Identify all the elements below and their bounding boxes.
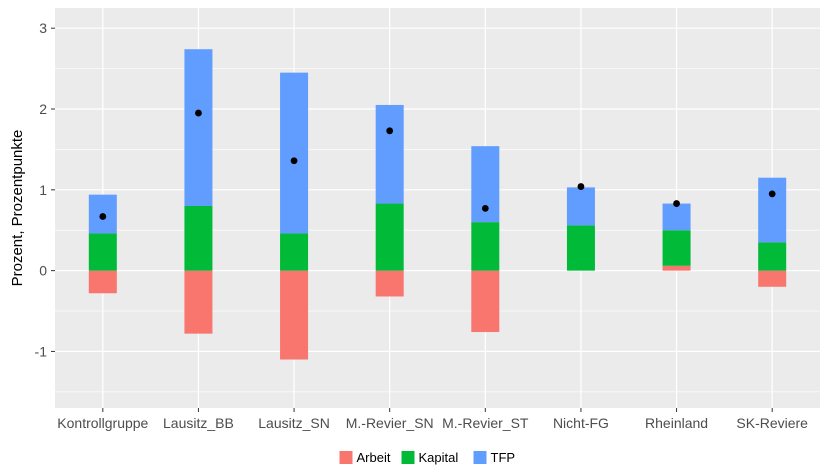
bar-segment-tfp <box>758 177 787 243</box>
bar-segment-kapital <box>662 230 691 266</box>
x-tick-label: M.-Revier_SN <box>346 415 434 431</box>
legend-label-arbeit: Arbeit <box>357 450 391 465</box>
x-tick-label: Kontrollgruppe <box>57 415 148 431</box>
total-point <box>481 205 489 212</box>
y-axis-label: Prozent, Prozentpunkte <box>9 130 26 287</box>
legend-label-kapital: Kapital <box>419 450 459 465</box>
y-tick-label: -1 <box>35 343 48 359</box>
bar-segment-arbeit <box>184 270 213 334</box>
x-tick-label: SK-Reviere <box>736 415 808 431</box>
y-tick-label: 0 <box>39 263 47 279</box>
y-tick-label: 2 <box>39 101 47 117</box>
bar-segment-kapital <box>375 203 404 271</box>
bar-segment-arbeit <box>280 270 309 360</box>
x-tick-label: M.-Revier_ST <box>442 415 529 431</box>
y-tick-label: 1 <box>39 182 47 198</box>
bar-segment-arbeit <box>471 270 500 333</box>
legend-swatch-arbeit <box>339 451 353 464</box>
bar-segment-kapital <box>566 225 595 271</box>
legend-label-tfp: TFP <box>491 450 516 465</box>
minor-gridlines <box>55 68 820 393</box>
legend-swatch-kapital <box>401 451 415 464</box>
x-axis: Kontrollgruppe Lausitz_BB Lausitz_SN M.-Rev… <box>57 408 808 431</box>
legend-swatch-tfp <box>473 451 487 464</box>
legend: Arbeit Kapital TFP <box>339 450 516 465</box>
x-tick-label: Lausitz_BB <box>163 415 234 431</box>
bar-segment-tfp <box>566 187 595 226</box>
bar-segment-kapital <box>184 205 213 271</box>
y-axis: -1 0 1 2 3 <box>35 20 55 359</box>
bar-segment-arbeit <box>88 270 117 294</box>
bar-segment-kapital <box>88 233 117 271</box>
y-tick-label: 3 <box>39 20 47 36</box>
bar-segment-tfp <box>280 72 309 234</box>
x-tick-label: Lausitz_SN <box>258 415 330 431</box>
bars-group <box>88 49 787 360</box>
x-tick-label: Rheinland <box>645 415 708 431</box>
bar-segment-tfp <box>662 203 691 231</box>
plot-panel-background <box>55 8 820 408</box>
total-point <box>99 213 107 220</box>
bar-segment-tfp <box>184 49 213 206</box>
bar-segment-tfp <box>375 104 404 204</box>
points-group <box>99 109 776 220</box>
bar-segment-kapital <box>471 222 500 271</box>
bar-segment-arbeit <box>375 270 404 297</box>
bar-segment-kapital <box>758 242 787 271</box>
total-point <box>577 183 585 190</box>
bar-segment-arbeit <box>758 270 787 287</box>
total-point <box>290 157 298 165</box>
total-point <box>386 127 394 135</box>
total-point <box>768 190 776 198</box>
x-tick-label: Nicht-FG <box>553 415 609 431</box>
total-point <box>673 200 680 207</box>
bar-segment-kapital <box>280 233 309 271</box>
total-point <box>195 109 202 117</box>
bar-segment-arbeit <box>662 265 691 271</box>
